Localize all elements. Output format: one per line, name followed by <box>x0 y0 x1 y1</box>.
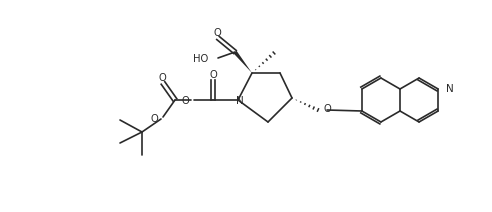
Text: N: N <box>446 84 454 94</box>
Text: O: O <box>323 104 331 114</box>
Text: O: O <box>213 28 221 38</box>
Text: O: O <box>158 73 166 83</box>
Text: O: O <box>181 96 189 106</box>
Text: O: O <box>209 70 217 80</box>
Text: N: N <box>236 96 244 106</box>
Polygon shape <box>233 51 252 73</box>
Text: O: O <box>150 114 158 124</box>
Text: HO: HO <box>193 54 208 64</box>
